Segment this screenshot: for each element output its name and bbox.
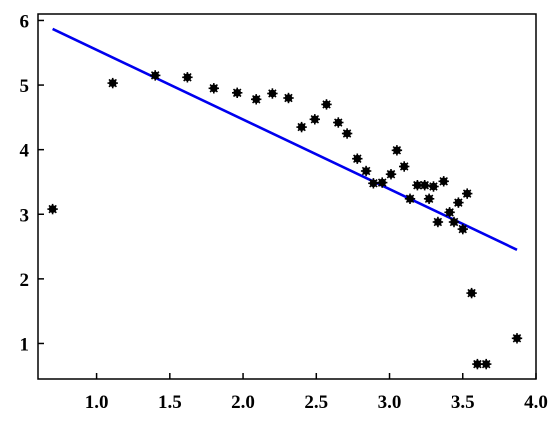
data-point <box>107 77 118 89</box>
x-tick-label: 1.0 <box>85 392 109 413</box>
data-point <box>438 176 449 187</box>
y-tick-label: 6 <box>20 11 30 32</box>
data-point <box>481 358 492 370</box>
data-point <box>182 72 193 83</box>
data-point <box>232 87 243 98</box>
data-point <box>352 153 363 164</box>
data-point <box>448 216 460 228</box>
data-point <box>462 188 473 199</box>
data-point <box>466 287 477 299</box>
y-tick-label: 4 <box>20 141 30 162</box>
data-point <box>404 193 416 204</box>
data-point <box>385 169 397 180</box>
x-tick-label: 3.0 <box>378 392 402 413</box>
plot-frame <box>37 13 537 380</box>
data-point <box>309 114 320 125</box>
data-point <box>321 99 332 110</box>
data-point <box>423 193 435 204</box>
x-tick-label: 3.5 <box>451 392 475 413</box>
data-point <box>444 207 455 218</box>
data-point <box>251 94 262 105</box>
data-point <box>391 145 403 156</box>
x-tick-label: 1.5 <box>158 392 182 413</box>
x-tick-label: 2.5 <box>304 392 328 413</box>
data-point <box>432 216 444 228</box>
y-tick-label: 1 <box>20 334 30 355</box>
data-point <box>399 161 410 172</box>
data-point <box>511 333 523 344</box>
x-tick-label: 4.0 <box>524 392 548 413</box>
data-point <box>457 223 468 235</box>
y-tick-label: 2 <box>20 270 30 291</box>
data-point <box>283 92 294 104</box>
data-point <box>267 88 278 99</box>
data-point <box>150 70 161 81</box>
data-point <box>377 177 388 188</box>
data-point <box>333 117 344 128</box>
y-tick-label: 5 <box>20 76 30 97</box>
data-point <box>341 128 353 139</box>
trend-line <box>52 27 518 251</box>
data-point <box>453 197 464 208</box>
data-point <box>472 358 483 370</box>
data-point <box>360 165 372 177</box>
data-point <box>47 203 58 215</box>
data-point <box>428 181 439 192</box>
x-tick-label: 2.0 <box>231 392 255 413</box>
data-point <box>208 83 219 94</box>
y-tick-label: 3 <box>20 205 30 226</box>
data-point <box>419 180 430 191</box>
data-point <box>368 178 379 189</box>
data-point <box>296 121 307 133</box>
